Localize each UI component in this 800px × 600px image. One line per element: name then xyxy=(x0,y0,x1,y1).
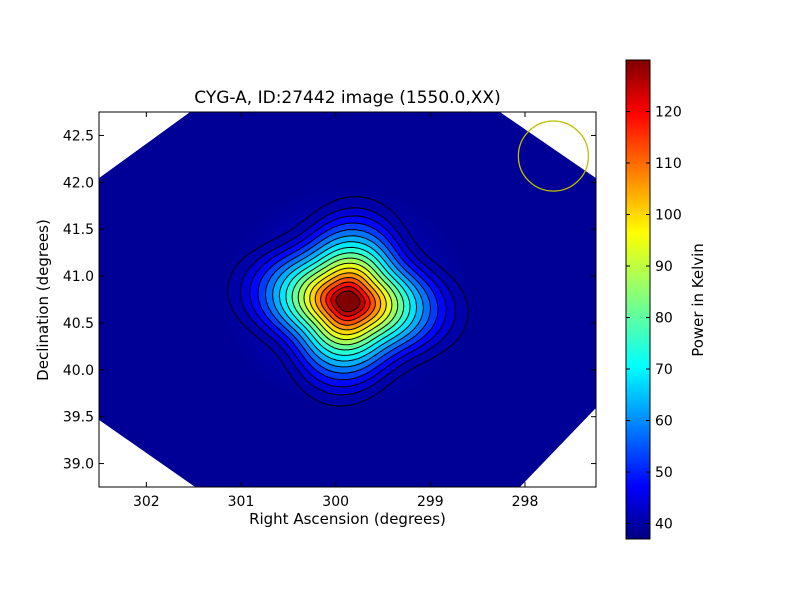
colorbar-tick-label: 50 xyxy=(655,465,673,481)
y-tick-label: 40.0 xyxy=(63,363,94,379)
y-tick-label: 39.5 xyxy=(63,410,94,426)
x-axis-label: Right Ascension (degrees) xyxy=(249,510,446,528)
masked-corner-top-right xyxy=(500,112,596,178)
x-tick-label: 299 xyxy=(417,494,444,510)
colorbar-tick-label: 110 xyxy=(655,156,682,172)
colorbar-tick-label: 100 xyxy=(655,208,682,224)
colorbar-tick-label: 60 xyxy=(655,414,673,430)
beam-circle xyxy=(517,120,590,192)
y-tick-label: 39.0 xyxy=(63,457,94,473)
masked-corner-top-left xyxy=(99,112,190,178)
x-tick-label: 301 xyxy=(228,494,255,510)
colorbar-tick-label: 80 xyxy=(655,311,673,327)
colorbar-tick-label: 70 xyxy=(655,362,673,378)
corner-masks xyxy=(99,112,596,487)
colorbar xyxy=(625,59,651,540)
y-tick-label: 41.0 xyxy=(63,269,94,285)
y-tick-label: 40.5 xyxy=(63,316,94,332)
contour-level xyxy=(335,290,361,313)
contour-levels xyxy=(227,196,469,407)
masked-corner-bottom-left xyxy=(99,420,195,487)
colorbar-tick-label: 120 xyxy=(655,105,682,121)
x-tick-label: 300 xyxy=(322,494,349,510)
chart-title: CYG-A, ID:27442 image (1550.0,XX) xyxy=(194,88,500,108)
y-axis: 39.0 39.5 40.0 40.5 41.0 41.5 42.0 42.5 xyxy=(63,128,596,473)
masked-corner-bottom-right xyxy=(520,408,596,487)
y-tick-label: 42.5 xyxy=(63,128,94,144)
x-axis: 302 301 300 299 298 xyxy=(133,112,538,510)
x-tick-label: 298 xyxy=(512,494,539,510)
plot-frame xyxy=(98,111,597,488)
y-tick-label: 41.5 xyxy=(63,222,94,238)
plot-area xyxy=(99,112,596,487)
x-tick-label: 302 xyxy=(133,494,160,510)
y-axis-label: Declination (degrees) xyxy=(34,219,52,381)
colorbar-tick-label: 40 xyxy=(655,517,673,533)
y-tick-label: 42.0 xyxy=(63,175,94,191)
colorbar-ticks: 40 50 60 70 80 90 100 110 120 xyxy=(626,105,682,533)
colorbar-tick-label: 90 xyxy=(655,259,673,275)
colorbar-label: Power in Kelvin xyxy=(689,243,707,357)
